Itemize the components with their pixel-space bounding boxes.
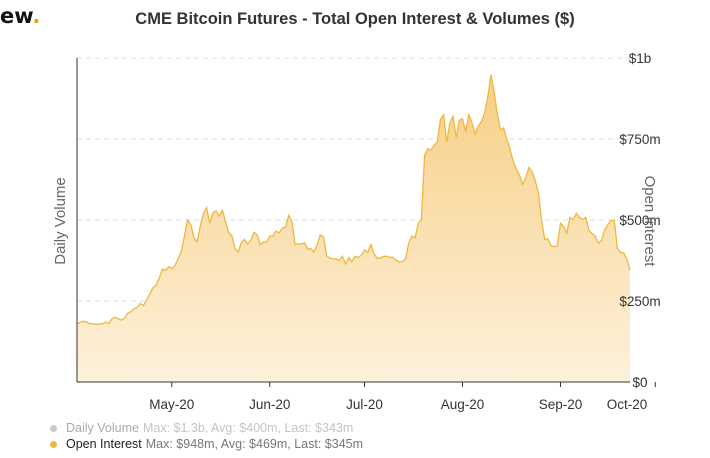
y-tick-label: $500m xyxy=(619,213,660,228)
x-axis-ticks: May-20 Jun-20 Jul-20 Aug-20 Sep-20 Oct-20 xyxy=(149,382,656,412)
y-tick-label: $250m xyxy=(619,294,660,309)
legend-marker xyxy=(50,440,57,448)
legend-item-daily-volume[interactable]: Daily Volume Max: $1.3b, Avg: $400m, Las… xyxy=(50,421,353,435)
x-tick-label: Sep-20 xyxy=(539,397,583,412)
right-axis-label: Open Interest xyxy=(641,176,658,268)
legend-series-stats: Max: $1.3b, Avg: $400m, Last: $343m xyxy=(142,421,354,435)
y-tick-label: $0 xyxy=(632,375,647,390)
x-tick-label: May-20 xyxy=(149,397,194,412)
legend-series-name: Daily Volume xyxy=(66,421,139,435)
chart-title: CME Bitcoin Futures - Total Open Interes… xyxy=(135,10,575,28)
legend-series-name: Open Interest xyxy=(66,437,142,451)
legend-series-stats: Max: $948m, Avg: $469m, Last: $345m xyxy=(145,437,364,451)
open-interest-line xyxy=(76,74,631,325)
brand-logo: ew. xyxy=(0,4,41,28)
y-tick-label: $1b xyxy=(629,51,652,66)
left-axis-label: Daily Volume xyxy=(52,177,69,265)
right-axis-ticks: $0 $250m $500m $750m $1b xyxy=(619,51,660,390)
x-tick-label: Jun-20 xyxy=(249,397,290,412)
x-tick-label: Oct-20 xyxy=(607,397,648,412)
open-interest-area xyxy=(77,74,630,383)
x-tick-label: Jul-20 xyxy=(346,397,383,412)
legend-item-open-interest[interactable]: Open Interest Max: $948m, Avg: $469m, La… xyxy=(50,437,363,451)
y-tick-label: $750m xyxy=(619,132,660,147)
legend-marker xyxy=(50,424,57,432)
x-tick-label: Aug-20 xyxy=(441,397,485,412)
